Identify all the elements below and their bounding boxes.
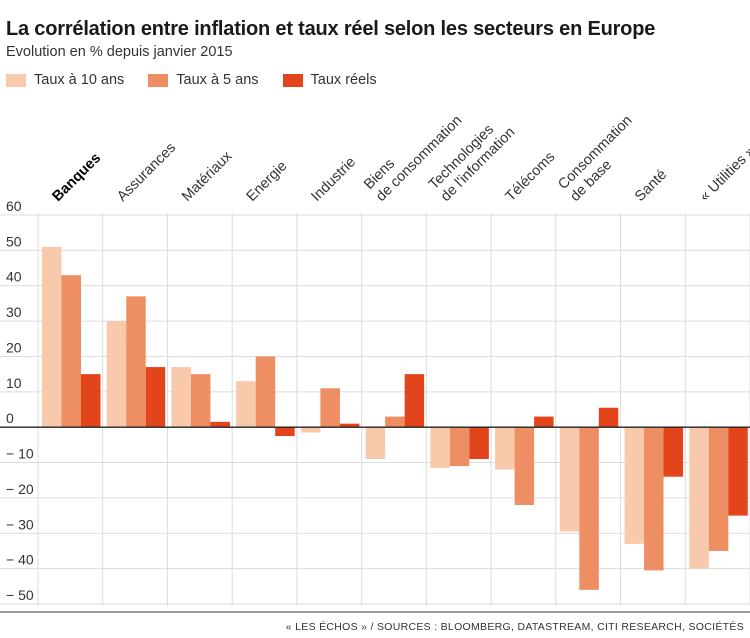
y-tick-label: − 10: [6, 446, 34, 462]
bar: [728, 427, 748, 516]
legend-label: Taux à 5 ans: [176, 72, 259, 88]
bar: [708, 427, 729, 551]
y-tick-label: − 30: [6, 516, 34, 532]
bar: [339, 423, 360, 428]
bar: [236, 381, 256, 428]
category-label-line: Assurances: [114, 140, 179, 205]
legend-swatch: [148, 73, 169, 87]
bar: [255, 356, 276, 428]
y-tick-label: 50: [6, 233, 22, 249]
bar: [275, 427, 295, 437]
bar: [559, 427, 580, 532]
category-label-line: Télécoms: [503, 149, 559, 205]
bar: [404, 374, 425, 428]
category-label: Banques: [50, 150, 105, 205]
category-label-line: « Utilities »: [697, 143, 750, 204]
category-label-line: Energie: [244, 158, 291, 205]
category-label: Energie: [244, 158, 291, 205]
category-label: Matériaux: [179, 148, 236, 205]
category-label: Santé: [632, 167, 670, 205]
bar: [514, 427, 535, 505]
y-tick-label: 20: [6, 339, 22, 355]
bar: [106, 321, 127, 428]
y-tick-label: 30: [6, 304, 22, 320]
bar: [469, 427, 489, 460]
bar: [210, 421, 230, 428]
chart-subtitle: Evolution en % depuis janvier 2015: [6, 44, 233, 60]
y-tick-label: 40: [6, 269, 22, 285]
bar: [495, 427, 515, 470]
category-label: Télécoms: [503, 149, 559, 205]
category-label-line: Matériaux: [179, 148, 236, 205]
category-label: Assurances: [114, 140, 179, 205]
bar: [126, 296, 146, 428]
legend-label: Taux réels: [310, 72, 377, 88]
legend-item-taux-reels: Taux réels: [282, 72, 377, 88]
y-tick-label: 0: [6, 410, 14, 426]
legend-item-taux-10-ans: Taux à 10 ans: [6, 72, 124, 88]
category-label-line: Banques: [50, 150, 105, 205]
legend-label: Taux à 10 ans: [34, 72, 125, 88]
source-note: « LES ÉCHOS » / SOURCES : BLOOMBERG, DAT…: [285, 621, 744, 633]
bar: [449, 427, 470, 467]
y-tick-label: − 50: [6, 587, 34, 603]
bar: [598, 407, 619, 428]
bar: [644, 427, 664, 571]
chart-legend: Taux à 10 ans Taux à 5 ans Taux réels: [6, 70, 377, 90]
bar: [365, 427, 386, 460]
y-tick-label: − 40: [6, 552, 34, 568]
bar: [534, 416, 554, 428]
bar: [61, 275, 81, 428]
bar: [171, 367, 191, 428]
bar: [190, 374, 211, 428]
bar: [624, 427, 645, 544]
category-label-line: Santé: [632, 167, 670, 205]
category-label-line: Industrie: [308, 154, 359, 205]
category-label: « Utilities »: [697, 143, 750, 204]
bar: [385, 416, 405, 428]
bar: [300, 427, 321, 433]
bar: [320, 388, 340, 428]
bar: [579, 427, 599, 590]
bar: [145, 367, 166, 428]
chart-title: La corrélation entre inflation et taux r…: [6, 18, 656, 40]
y-tick-label: − 20: [6, 481, 34, 497]
bar: [430, 427, 450, 468]
y-tick-label: 60: [6, 198, 22, 214]
bar: [42, 246, 62, 428]
legend-swatch: [6, 73, 26, 87]
category-label: Industrie: [308, 154, 359, 205]
legend-item-taux-5-ans: Taux à 5 ans: [148, 72, 259, 88]
legend-swatch: [282, 73, 303, 87]
bar: [81, 374, 101, 428]
y-tick-label: 10: [6, 375, 22, 391]
bar: [663, 427, 684, 477]
bar: [689, 427, 709, 569]
